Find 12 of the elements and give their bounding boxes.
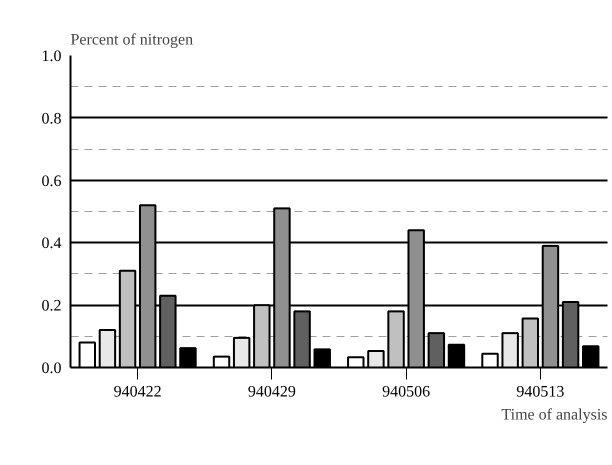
x-tick-label: 940506 (382, 384, 430, 400)
y-tick-label: 0.0 (42, 360, 62, 377)
x-tick-label: 940422 (114, 384, 162, 400)
y-tick-label: 1.0 (42, 48, 62, 65)
y-tick-label: 0.8 (42, 110, 62, 128)
y-tick-label: 0.6 (42, 172, 62, 190)
y-tick-label: 0.4 (42, 235, 62, 252)
y-axis-title: Percent of nitrogen (70, 32, 194, 48)
y-tick-label: 0.2 (42, 298, 62, 315)
x-axis-title: Time of analysis (501, 406, 608, 424)
x-tick-label: 940429 (248, 384, 296, 400)
x-tick-label: 940513 (516, 384, 564, 400)
